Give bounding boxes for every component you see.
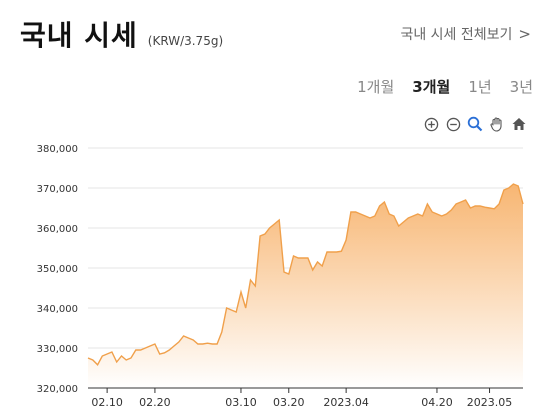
period-1y[interactable]: 1년 — [468, 78, 492, 96]
y-tick-label: 340,000 — [37, 304, 78, 315]
y-tick-label: 320,000 — [37, 384, 78, 395]
x-tick-label: 04.20 — [421, 396, 453, 409]
chart-toolbar — [423, 116, 527, 132]
x-axis-labels: 02.10 02.20 03.10 03.20 2023.04 04.20 2023.05 — [91, 388, 512, 409]
period-3m[interactable]: 3개월 — [412, 78, 451, 96]
magnifier-icon[interactable] — [467, 116, 483, 132]
header: 국내 시세 (KRW/3.75g) — [20, 14, 223, 54]
price-area — [88, 184, 523, 388]
y-tick-label: 330,000 — [37, 344, 78, 355]
y-tick-label: 350,000 — [37, 264, 78, 275]
x-tick-label: 2023.04 — [323, 396, 369, 409]
unit-label: (KRW/3.75g) — [147, 34, 224, 48]
y-axis-labels: 320,000 330,000 340,000 350,000 360,000 370,0… — [37, 144, 78, 395]
hand-pan-icon[interactable] — [489, 116, 505, 132]
price-line — [87, 183, 524, 366]
view-all-label: 국내 시세 전체보기 — [400, 27, 513, 43]
x-tick-label: 2023.05 — [467, 396, 513, 409]
y-tick-label: 370,000 — [37, 184, 78, 195]
y-tick-label: 360,000 — [37, 224, 78, 235]
y-tick-label: 380,000 — [37, 144, 78, 155]
x-tick-label: 02.20 — [139, 396, 171, 409]
zoom-in-icon[interactable] — [423, 116, 439, 132]
period-1m[interactable]: 1개월 — [357, 78, 395, 96]
x-tick-label: 02.10 — [91, 396, 123, 409]
page-title: 국내 시세 — [20, 19, 138, 52]
home-icon[interactable] — [511, 116, 527, 132]
x-tick-label: 03.10 — [225, 396, 257, 409]
period-3y[interactable]: 3년 — [509, 78, 533, 96]
view-all-link[interactable]: 국내 시세 전체보기 > — [400, 24, 531, 44]
period-selector: 1개월 3개월 1년 3년 — [357, 76, 533, 97]
zoom-out-icon[interactable] — [445, 116, 461, 132]
x-tick-label: 03.20 — [273, 396, 305, 409]
chevron-right-icon: > — [518, 25, 531, 43]
